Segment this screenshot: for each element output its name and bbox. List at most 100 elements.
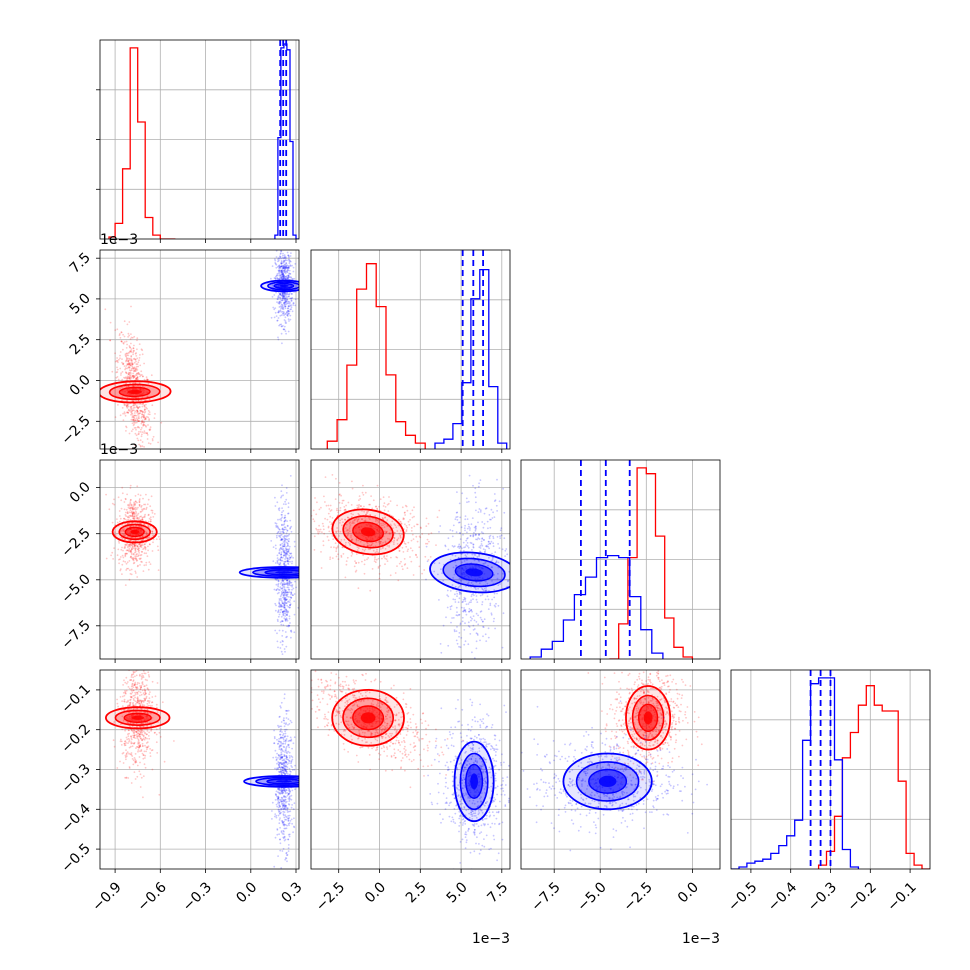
scatter-point <box>282 624 285 626</box>
scatter-point <box>281 766 284 769</box>
scatter-point <box>287 820 290 822</box>
scatter-point <box>455 614 458 617</box>
scatter-point <box>289 255 292 257</box>
scatter-point <box>133 734 136 736</box>
scatter-point <box>138 557 141 560</box>
scatter-point <box>137 361 140 364</box>
scatter-point <box>289 606 291 609</box>
scatter-point <box>124 367 127 369</box>
scatter-point <box>134 570 137 573</box>
scatter-point <box>282 594 285 597</box>
scatter-point <box>470 609 473 611</box>
scatter-point <box>281 292 284 294</box>
scatter-point <box>282 808 285 811</box>
scatter-point <box>126 404 129 407</box>
scatter-point <box>293 593 296 595</box>
scatter-point <box>125 425 127 428</box>
scatter-point <box>280 753 282 756</box>
scatter-point <box>279 293 282 296</box>
scatter-point <box>283 758 286 761</box>
scatter-point <box>278 528 281 531</box>
scatter-point <box>141 683 144 686</box>
scatter-point <box>396 504 398 507</box>
scatter-point <box>144 731 146 734</box>
scatter-point <box>135 553 138 556</box>
scatter-point <box>282 771 284 774</box>
scatter-point <box>276 559 279 562</box>
scatter-point <box>280 771 282 773</box>
scatter-point <box>281 635 284 637</box>
scatter-point <box>159 736 162 738</box>
scatter-point <box>356 519 359 522</box>
scatter-point <box>129 363 131 366</box>
scatter-point <box>284 553 287 555</box>
scatter-point <box>384 523 386 526</box>
scatter-point <box>286 299 289 301</box>
scatter-point <box>363 505 365 508</box>
scatter-point <box>317 532 320 535</box>
scatter-point <box>133 513 136 515</box>
scatter-point <box>288 554 291 557</box>
scatter-point <box>334 498 337 500</box>
scatter-point <box>275 263 278 266</box>
panel-2-0 <box>99 459 300 660</box>
scatter-point <box>438 599 440 601</box>
scatter-point <box>133 349 135 352</box>
scatter-point <box>133 515 136 518</box>
scatter-point <box>135 355 138 357</box>
scatter-point <box>141 421 144 423</box>
scatter-point <box>134 500 137 503</box>
scatter-point <box>327 539 330 542</box>
scatter-point <box>129 698 132 701</box>
scatter-point <box>377 567 380 569</box>
scatter-point <box>279 546 282 549</box>
scatter-point <box>132 419 135 422</box>
scatter-point <box>285 503 287 506</box>
scatter-point <box>285 262 288 265</box>
scatter-point <box>280 556 283 559</box>
scatter-point <box>126 379 129 381</box>
scatter-point <box>142 423 145 426</box>
scatter-point <box>459 532 462 535</box>
scatter-point <box>129 369 132 372</box>
scatter-point <box>285 275 287 278</box>
scatter-point <box>129 550 132 552</box>
scatter-point <box>466 542 469 544</box>
scatter-point <box>286 267 288 270</box>
scatter-point <box>276 805 279 808</box>
scatter-point <box>137 518 140 521</box>
scatter-point <box>327 512 330 515</box>
scatter-point <box>276 554 279 557</box>
scatter-point <box>285 487 288 489</box>
scatter-point <box>132 763 135 766</box>
scatter-point <box>114 360 117 363</box>
scatter-point <box>281 803 284 806</box>
scatter-point <box>130 548 133 551</box>
scatter-point <box>117 361 119 364</box>
scatter-point <box>123 667 125 669</box>
scatter-point <box>130 679 133 681</box>
scatter-point <box>280 725 283 728</box>
scatter-point <box>136 348 138 351</box>
scatter-point <box>341 524 343 527</box>
scatter-point <box>286 854 288 857</box>
scatter-point <box>283 582 285 584</box>
scatter-point <box>140 693 143 696</box>
scatter-point <box>290 584 293 587</box>
scatter-point <box>136 686 139 688</box>
scatter-point <box>284 589 287 592</box>
scatter-point <box>429 556 432 558</box>
scatter-point <box>138 733 141 736</box>
scatter-point <box>125 357 128 359</box>
scatter-point <box>369 548 371 551</box>
scatter-point <box>140 675 143 678</box>
scatter-point <box>136 697 139 700</box>
scatter-point <box>279 725 281 728</box>
scatter-point <box>345 560 348 562</box>
scatter-point <box>401 546 404 549</box>
scatter-point <box>285 745 288 748</box>
scatter-point <box>282 275 285 277</box>
scatter-point <box>280 533 283 536</box>
scatter-point <box>282 271 285 274</box>
scatter-point <box>132 351 135 354</box>
